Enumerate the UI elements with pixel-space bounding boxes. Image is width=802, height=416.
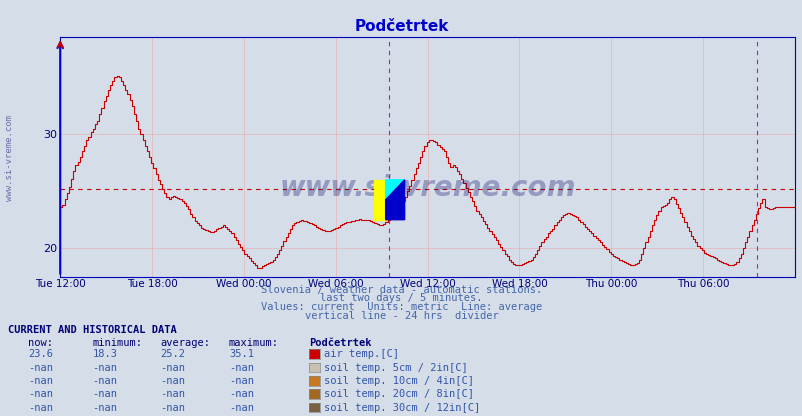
Text: www.si-vreme.com: www.si-vreme.com [5, 115, 14, 201]
Bar [374, 180, 385, 220]
Text: Values: current  Units: metric  Line: average: Values: current Units: metric Line: aver… [261, 302, 541, 312]
Text: average:: average: [160, 338, 210, 348]
Text: -nan: -nan [28, 403, 53, 413]
Polygon shape [385, 180, 404, 200]
Text: 18.3: 18.3 [92, 349, 117, 359]
Text: soil temp. 20cm / 8in[C]: soil temp. 20cm / 8in[C] [323, 389, 473, 399]
Text: -nan: -nan [92, 389, 117, 399]
Text: www.si-vreme.com: www.si-vreme.com [279, 174, 575, 202]
Text: last two days / 5 minutes.: last two days / 5 minutes. [320, 293, 482, 303]
Text: Podčetrtek: Podčetrtek [354, 19, 448, 34]
Text: -nan: -nan [160, 363, 185, 373]
Text: -nan: -nan [92, 403, 117, 413]
Text: Podčetrtek: Podčetrtek [309, 338, 371, 348]
Text: -nan: -nan [229, 403, 253, 413]
Polygon shape [385, 180, 404, 220]
Text: -nan: -nan [92, 363, 117, 373]
Text: -nan: -nan [28, 376, 53, 386]
Text: 25.2: 25.2 [160, 349, 185, 359]
Text: soil temp. 30cm / 12in[C]: soil temp. 30cm / 12in[C] [323, 403, 480, 413]
Text: soil temp. 10cm / 4in[C]: soil temp. 10cm / 4in[C] [323, 376, 473, 386]
Text: Slovenia / weather data - automatic stations.: Slovenia / weather data - automatic stat… [261, 285, 541, 295]
Text: vertical line - 24 hrs  divider: vertical line - 24 hrs divider [304, 311, 498, 321]
Text: -nan: -nan [92, 376, 117, 386]
Text: -nan: -nan [28, 389, 53, 399]
Text: -nan: -nan [229, 363, 253, 373]
Text: -nan: -nan [229, 376, 253, 386]
Text: air temp.[C]: air temp.[C] [323, 349, 398, 359]
Text: minimum:: minimum: [92, 338, 142, 348]
Text: CURRENT AND HISTORICAL DATA: CURRENT AND HISTORICAL DATA [8, 325, 176, 335]
Text: -nan: -nan [160, 403, 185, 413]
Text: -nan: -nan [28, 363, 53, 373]
Text: -nan: -nan [229, 389, 253, 399]
Text: -nan: -nan [160, 376, 185, 386]
Text: now:: now: [28, 338, 53, 348]
Text: soil temp. 5cm / 2in[C]: soil temp. 5cm / 2in[C] [323, 363, 467, 373]
Text: -nan: -nan [160, 389, 185, 399]
Text: maximum:: maximum: [229, 338, 278, 348]
Text: 35.1: 35.1 [229, 349, 253, 359]
Text: 23.6: 23.6 [28, 349, 53, 359]
